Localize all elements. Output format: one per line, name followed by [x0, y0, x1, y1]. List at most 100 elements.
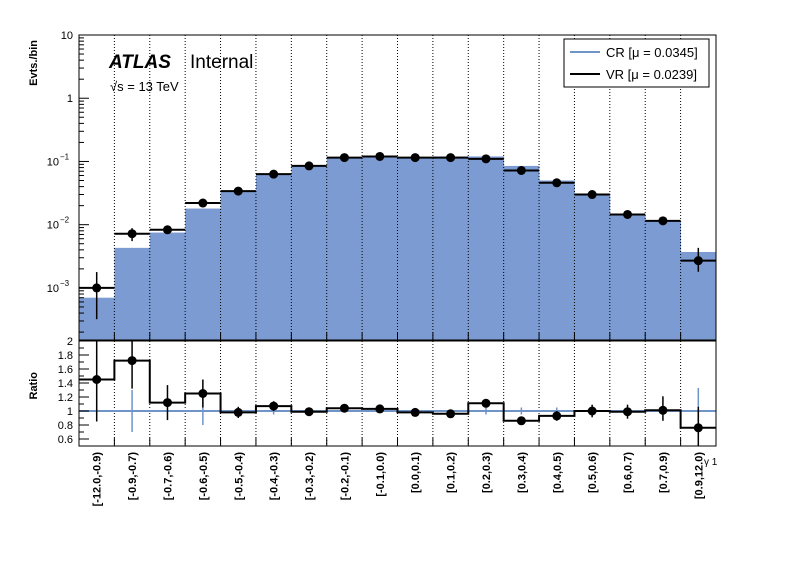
vr-point	[693, 256, 703, 266]
vr-points	[92, 151, 703, 320]
vr-point	[198, 198, 208, 208]
y-tick-label: 10	[61, 30, 73, 42]
ratio-tick-label: 1.8	[58, 350, 73, 362]
cr-bar	[397, 156, 434, 340]
y-tick-exponent: −1	[60, 152, 70, 161]
ratio-axes: 0.6 0.8 1 1.2 1.4 1.6 1.8 2	[58, 336, 717, 447]
x-bin-label: [-0.4,-0.3)	[269, 452, 281, 501]
ratio-point	[552, 411, 562, 421]
cr-histogram	[79, 156, 717, 340]
x-bin-label: [-0.7,-0.6)	[162, 452, 174, 501]
ratio-point	[339, 403, 349, 413]
cr-bar	[609, 214, 646, 340]
ratio-tick-label: 0.6	[58, 434, 73, 446]
x-bin-label: [-12.0,-0.9)	[92, 452, 104, 507]
vr-point	[304, 161, 314, 171]
y-tick-label: 10	[47, 156, 59, 168]
ratio-tick-label: 0.8	[58, 420, 73, 432]
y-tick-exponent: −3	[60, 279, 70, 288]
x-bin-label: [0.6,0.7)	[623, 452, 635, 493]
ratio-point	[623, 407, 633, 417]
legend-cr-label: CR [μ = 0.0345]	[606, 45, 698, 60]
cr-bar	[220, 191, 257, 340]
x-tick-labels: [-12.0,-0.9) [-0.9,-0.7) [-0.7,-0.6) [-0.6,…	[92, 452, 706, 507]
ratio-tick-label: 2	[67, 336, 73, 348]
ratio-point	[375, 404, 385, 414]
vr-point	[552, 178, 562, 188]
cr-bar	[574, 193, 611, 340]
x-bin-label: [-0.2,-0.1)	[339, 452, 351, 501]
x-bin-label: [-0.1,0.0)	[375, 452, 387, 497]
ratio-point	[658, 405, 668, 415]
cr-bar	[503, 165, 540, 340]
vr-point	[127, 229, 137, 239]
ratio-point	[410, 407, 420, 417]
cr-bar	[539, 180, 575, 340]
cr-bar	[645, 220, 682, 340]
y-tick-label: 1	[67, 93, 73, 105]
x-bin-label: [0.5,0.6)	[587, 452, 599, 493]
vr-point	[516, 165, 526, 175]
x-bin-label: [-0.3,-0.2)	[304, 452, 316, 501]
ratio-point	[304, 407, 314, 417]
vr-point	[446, 153, 456, 163]
x-bin-label: [0.9,12.0)	[693, 452, 705, 499]
cr-bar	[114, 247, 151, 340]
ratio-points	[92, 341, 703, 446]
cr-bar	[291, 165, 328, 340]
x-bin-label: [-0.5,-0.4)	[233, 452, 245, 501]
ratio-panel: 0.6 0.8 1 1.2 1.4 1.6 1.8 2	[58, 336, 717, 447]
legend: CR [μ = 0.0345] VR [μ = 0.0239]	[563, 38, 710, 88]
ratio-point	[693, 423, 703, 433]
x-bin-label: [0.4,0.5)	[552, 452, 564, 493]
x-bin-label: [0.3,0.4)	[516, 452, 528, 493]
x-bin-label: [0.7,0.9)	[658, 452, 670, 493]
cr-bar	[326, 158, 363, 340]
atlas-label: ATLAS	[108, 52, 171, 73]
ratio-tick-label: 1.2	[58, 392, 73, 404]
ratio-point	[127, 356, 137, 366]
cr-bar	[149, 232, 186, 340]
cr-bar	[255, 174, 292, 340]
vr-point	[339, 153, 349, 163]
y-tick-exponent: −2	[60, 216, 70, 225]
ratio-tick-label: 1.4	[58, 378, 73, 390]
x-bin-label: [-0.9,-0.7)	[127, 452, 139, 501]
x-bin-label: [-0.6,-0.5)	[198, 452, 210, 501]
legend-box	[563, 38, 710, 88]
y-tick-label: 10	[47, 283, 59, 295]
ratio-tick-label: 1.6	[58, 364, 73, 376]
x-bin-label: [0.0,0.1)	[410, 452, 422, 493]
ratio-point	[198, 389, 208, 398]
ratio-point	[446, 409, 456, 419]
internal-label: Internal	[190, 52, 253, 73]
legend-vr-label: VR [μ = 0.0239]	[606, 67, 697, 82]
ratio-point	[587, 406, 597, 416]
vr-point	[481, 154, 491, 164]
ratio-point	[481, 398, 491, 408]
x-bin-label: [0.2,0.3)	[481, 452, 493, 493]
y-axis-title: Evts./bin	[28, 40, 40, 86]
vr-point	[375, 151, 385, 161]
vr-point	[162, 225, 172, 235]
ratio-axis-title: Ratio	[28, 372, 40, 400]
ratio-point	[516, 416, 526, 426]
energy-label: √s = 13 TeV	[110, 79, 179, 94]
vr-point	[623, 209, 633, 219]
vr-point	[587, 190, 597, 200]
vr-point	[269, 169, 279, 179]
ratio-tick-label: 1	[67, 406, 73, 418]
cr-bar	[468, 156, 505, 340]
vr-point	[92, 283, 102, 293]
x-axis-title: γ 1	[704, 457, 718, 468]
ratio-point	[92, 375, 102, 384]
ratio-step	[79, 359, 716, 429]
vr-point	[658, 216, 668, 226]
x-bin-label: [0.1,0.2)	[446, 452, 458, 493]
ratio-step-line	[79, 359, 716, 429]
cr-bar	[362, 156, 398, 340]
ratio-point	[162, 398, 172, 408]
y-tick-label: 10	[47, 220, 59, 232]
